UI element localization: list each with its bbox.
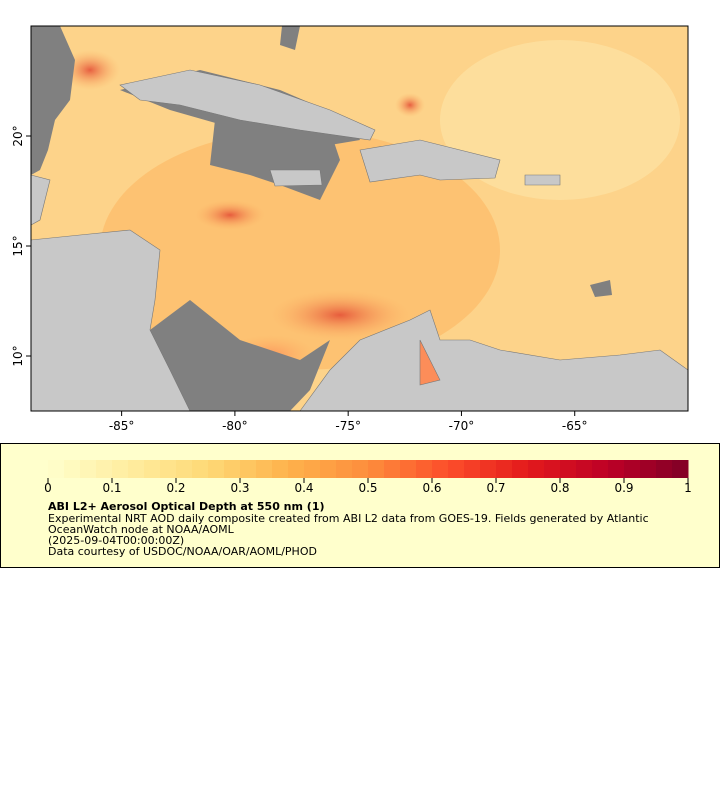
colorbar-step: [240, 460, 257, 478]
colorbar-step: [592, 460, 609, 478]
colorbar-step: [96, 460, 113, 478]
y-tick-label: 15°: [11, 235, 25, 256]
colorbar-step: [336, 460, 353, 478]
colorbar-step: [400, 460, 417, 478]
colorbar-step: [320, 460, 337, 478]
colorbar-step: [448, 460, 465, 478]
x-tick-label: -80°: [222, 419, 248, 433]
legend-title: ABI L2+ Aerosol Optical Depth at 550 nm …: [48, 500, 325, 513]
colorbar-step: [64, 460, 81, 478]
colorbar-step: [176, 460, 193, 478]
colorbar-step: [224, 460, 241, 478]
colorbar-step: [384, 460, 401, 478]
colorbar-tick-label: 1: [684, 481, 692, 495]
colorbar-step: [608, 460, 625, 478]
colorbar-step: [304, 460, 321, 478]
colorbar-step: [368, 460, 385, 478]
x-tick-label: -70°: [449, 419, 475, 433]
colorbar-step: [128, 460, 145, 478]
colorbar-tick-label: 0.2: [166, 481, 185, 495]
colorbar-step: [672, 460, 689, 478]
colorbar-tick-label: 0.9: [614, 481, 633, 495]
land: [30, 69, 689, 412]
colorbar-step: [432, 460, 449, 478]
colorbar-step: [288, 460, 305, 478]
colorbar-step: [112, 460, 129, 478]
x-tick-label: -85°: [109, 419, 135, 433]
colorbar-step: [272, 460, 289, 478]
colorbar-step: [576, 460, 593, 478]
colorbar-step: [144, 460, 161, 478]
map-frame: [30, 25, 689, 412]
colorbar-step: [528, 460, 545, 478]
colorbar-tick-label: 0.6: [422, 481, 441, 495]
colorbar-step: [464, 460, 481, 478]
y-tick-label: 10°: [11, 345, 25, 366]
colorbar-tick-label: 0: [44, 481, 52, 495]
colorbar-step: [544, 460, 561, 478]
legend-line: Data courtesy of USDOC/NOAA/OAR/AOML/PHO…: [48, 545, 317, 558]
colorbar-step: [160, 460, 177, 478]
legend-line: Experimental NRT AOD daily composite cre…: [48, 512, 649, 525]
colorbar-step: [80, 460, 97, 478]
x-tick-label: -75°: [335, 419, 361, 433]
colorbar-tick-label: 0.5: [358, 481, 377, 495]
colorbar-step: [624, 460, 641, 478]
legend-line: (2025-09-04T00:00:00Z): [48, 534, 184, 547]
colorbar-step: [48, 460, 65, 478]
colorbar-step: [656, 460, 673, 478]
colorbar-step: [256, 460, 273, 478]
colorbar-step: [480, 460, 497, 478]
colorbar-step: [192, 460, 209, 478]
colorbar-tick-label: 0.4: [294, 481, 313, 495]
y-tick-label: 20°: [11, 125, 25, 146]
colorbar-step: [640, 460, 657, 478]
colorbar-step: [512, 460, 529, 478]
colorbar-tick-label: 0.7: [486, 481, 505, 495]
colorbar-tick-label: 0.3: [230, 481, 249, 495]
colorbar-step: [208, 460, 225, 478]
colorbar-step: [560, 460, 577, 478]
colorbar-step: [352, 460, 369, 478]
colorbar-tick-label: 0.1: [102, 481, 121, 495]
legend-line: OceanWatch node at NOAA/AOML: [48, 523, 235, 536]
colorbar-step: [496, 460, 513, 478]
colorbar-tick-label: 0.8: [550, 481, 569, 495]
colorbar-step: [416, 460, 433, 478]
x-tick-label: -65°: [562, 419, 588, 433]
